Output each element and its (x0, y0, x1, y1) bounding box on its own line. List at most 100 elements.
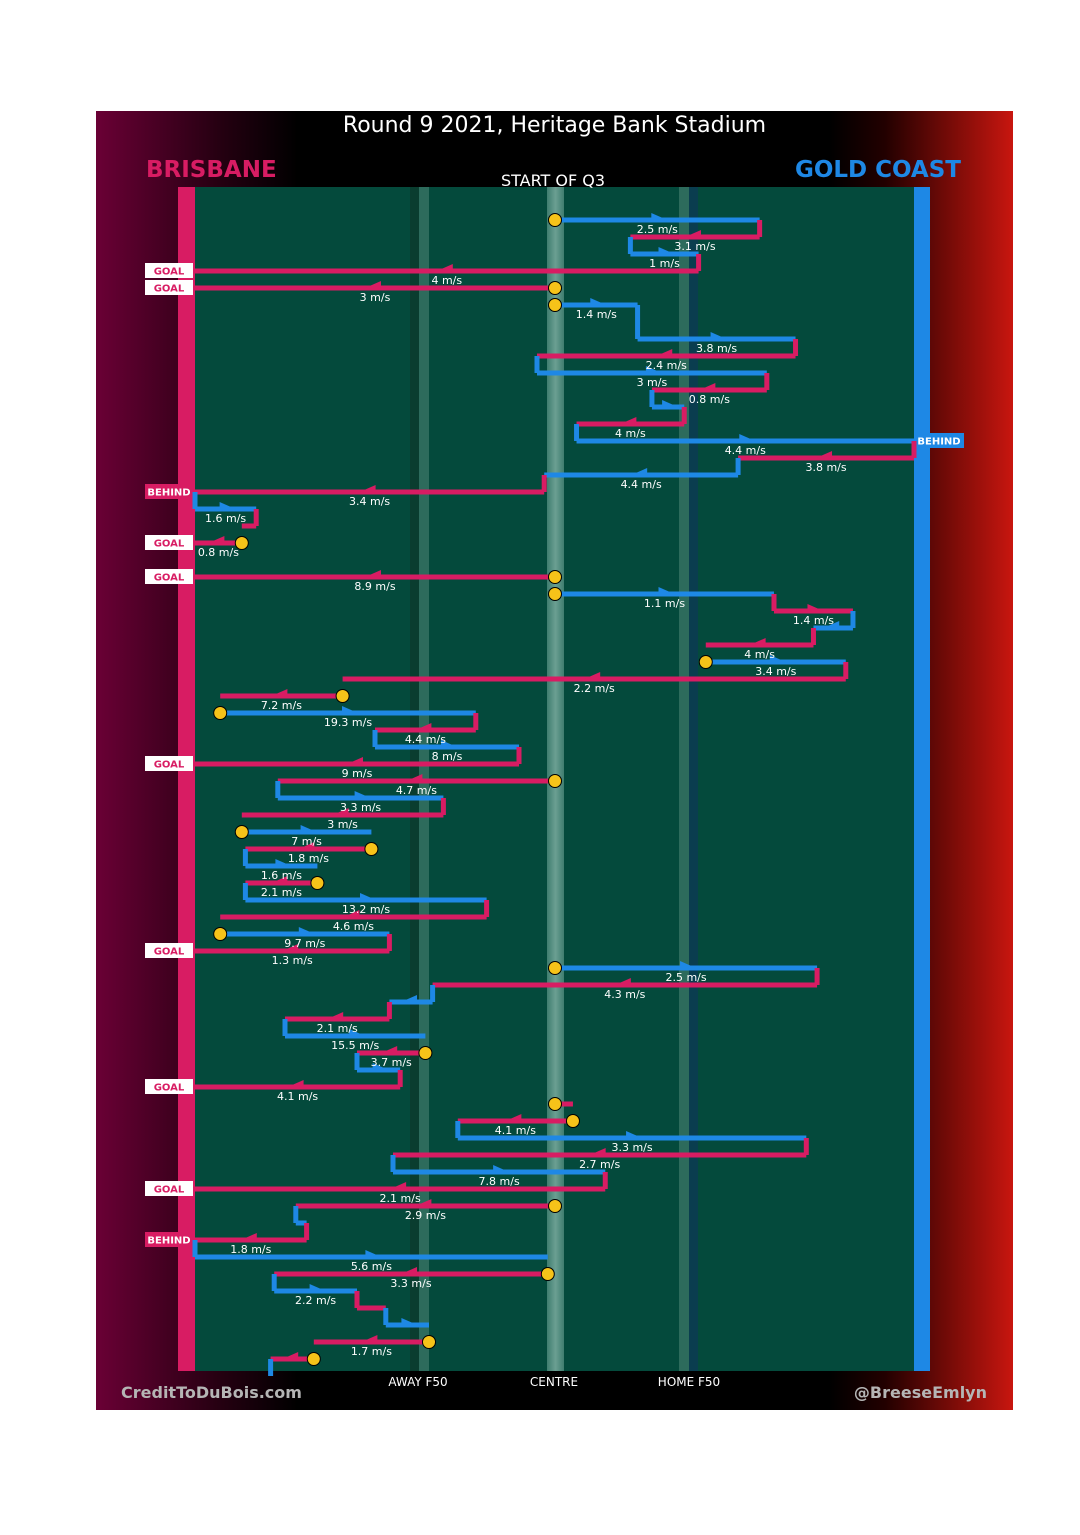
chain-arrow (390, 1182, 407, 1189)
outcome-label: BEHIND (147, 488, 190, 499)
speed-label: 2.2 m/s (295, 1294, 336, 1307)
possession-start-marker (548, 298, 562, 312)
chain-arrow (699, 383, 716, 390)
speed-label: 3.4 m/s (755, 665, 796, 678)
tick-label-home-f50: HOME F50 (658, 1375, 720, 1389)
chain-arrow (415, 723, 432, 730)
chain-arrow (240, 1233, 257, 1240)
speed-label: 1.4 m/s (793, 614, 834, 627)
speed-label: 2.1 m/s (380, 1192, 421, 1205)
chain-arrow (298, 927, 315, 934)
speed-label: 4.1 m/s (495, 1124, 536, 1137)
speed-label: 7.2 m/s (261, 699, 302, 712)
outcome-badge (145, 943, 193, 958)
speed-label: 4 m/s (615, 427, 646, 440)
speed-label: 1.6 m/s (205, 512, 246, 525)
speed-label: 7 m/s (291, 835, 322, 848)
chain-arrow (626, 1131, 643, 1138)
chain-arrow (342, 706, 358, 713)
chain-arrow (361, 1335, 378, 1342)
outcome-label: GOAL (154, 760, 185, 771)
chain-arrow (823, 621, 840, 628)
possession-start-marker (548, 1097, 562, 1111)
speed-label: 2.5 m/s (637, 223, 678, 236)
chain-arrow (749, 638, 766, 645)
chain-arrow (406, 774, 423, 781)
speed-label: 2.2 m/s (574, 682, 615, 695)
speed-label: 2.1 m/s (317, 1022, 358, 1035)
possession-start-marker (548, 587, 562, 601)
chain-arrow (680, 961, 697, 968)
chain-arrow (287, 1080, 304, 1087)
speed-label: 4.1 m/s (277, 1090, 318, 1103)
chain-arrow (282, 944, 299, 951)
chain-arrow (372, 1063, 389, 1070)
speed-label: 9.7 m/s (284, 937, 325, 950)
speed-label: 3.4 m/s (349, 495, 390, 508)
speed-label: 1.8 m/s (230, 1243, 271, 1256)
team-label-gold-coast: GOLD COAST (794, 157, 961, 183)
speed-label: 4 m/s (744, 648, 775, 661)
outcome-badge (914, 433, 964, 448)
outcome-badge (145, 484, 193, 499)
possession-start-marker (418, 1046, 433, 1060)
speed-label: 3 m/s (360, 291, 391, 304)
chain-arrow (589, 1148, 606, 1155)
speed-label: 1.8 m/s (288, 852, 329, 865)
speed-label: 0.8 m/s (689, 393, 730, 406)
possession-start-marker (548, 213, 562, 227)
speed-label: 1.7 m/s (351, 1345, 392, 1358)
speed-label: 15.5 m/s (331, 1039, 379, 1052)
possession-start-marker (306, 1352, 321, 1366)
speed-label: 3.3 m/s (390, 1277, 431, 1290)
chain-arrow (401, 995, 417, 1002)
possession-start-marker (698, 655, 713, 669)
speed-label: 3.3 m/s (340, 801, 381, 814)
chain-arrow (219, 502, 236, 509)
speed-label: 3 m/s (327, 818, 358, 831)
possession-start-marker (548, 281, 562, 295)
speed-label: 2.5 m/s (665, 971, 706, 984)
possession-start-marker (548, 961, 562, 975)
outcome-badge (145, 1181, 193, 1196)
brisbane-goal-post (178, 187, 195, 1371)
chain-arrow (590, 298, 607, 305)
chain-arrow (365, 1250, 382, 1257)
tick-label-centre: CENTRE (530, 1375, 578, 1389)
outcome-label: BEHIND (917, 437, 960, 448)
outcome-badge (145, 263, 193, 278)
chain-arrow (493, 1165, 510, 1172)
speed-label: 4.4 m/s (621, 478, 662, 491)
chain-arrow (436, 264, 453, 271)
speed-label: 4 m/s (431, 274, 462, 287)
chart-title: Round 9 2021, Heritage Bank Stadium (342, 113, 767, 138)
possession-start-marker (234, 536, 249, 550)
speed-label: 3.8 m/s (805, 461, 846, 474)
possession-start-marker (335, 689, 350, 703)
outcome-label: GOAL (154, 1185, 185, 1196)
outcome-badge (145, 535, 193, 550)
tick-label-away-f50: AWAY F50 (388, 1375, 447, 1389)
speed-label: 4.6 m/s (333, 920, 374, 933)
outcome-badge (145, 280, 193, 295)
chain-arrow (645, 366, 662, 373)
outcome-badge (145, 1079, 193, 1094)
chain-arrow (631, 468, 648, 475)
chain-arrow (309, 1284, 326, 1291)
chain-arrow (298, 842, 315, 849)
possession-start-marker (234, 825, 249, 839)
possession-start-marker (548, 774, 562, 788)
gold-coast-goal-post (914, 187, 930, 1371)
possession-start-marker (548, 570, 562, 584)
possession-start-marker (364, 842, 379, 856)
credit-right: @BreeseEmlyn (853, 1383, 987, 1402)
possession-start-marker (310, 876, 325, 890)
chain-arrow (359, 485, 376, 492)
speed-label: 2.9 m/s (405, 1209, 446, 1222)
speed-label: 1.1 m/s (644, 597, 685, 610)
speed-label: 2.4 m/s (646, 359, 687, 372)
speed-label: 4.4 m/s (405, 733, 446, 746)
chain-arrow (816, 451, 833, 458)
chain-arrow (620, 417, 637, 424)
